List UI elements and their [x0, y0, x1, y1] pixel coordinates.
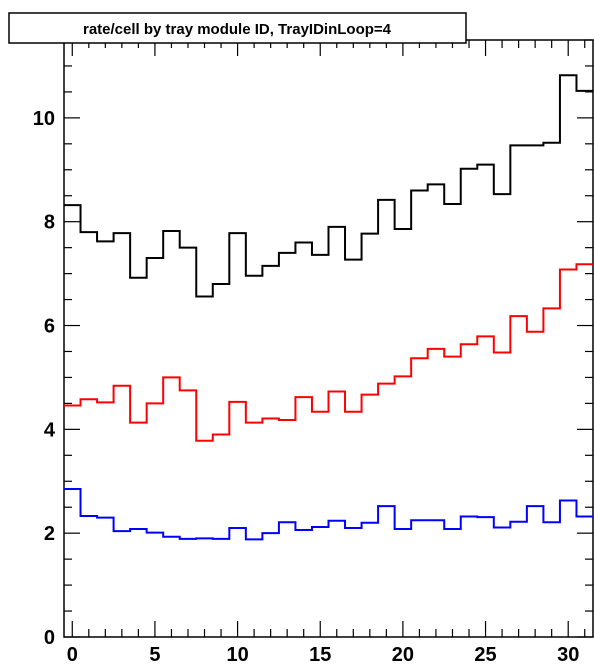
chart-title: rate/cell by tray module ID, TrayIDinLoo… — [83, 21, 392, 38]
series-line-1 — [64, 263, 593, 442]
x-tick-label: 15 — [309, 644, 331, 665]
x-tick-label: 25 — [474, 644, 496, 665]
y-tick-label: 2 — [44, 523, 55, 545]
y-tick-label: 8 — [44, 212, 55, 234]
y-tick-label: 10 — [33, 108, 55, 130]
frame-box — [63, 39, 594, 638]
series-line-0 — [64, 74, 593, 298]
y-tick-label: 6 — [44, 316, 55, 338]
x-tick-label: 5 — [149, 644, 160, 665]
x-tick-label: 10 — [226, 644, 248, 665]
y-tick-label: 4 — [44, 419, 56, 441]
x-tick-label: 0 — [67, 644, 78, 665]
series-layer — [64, 74, 593, 541]
tick-labels: 0 2 4 6 8 10 0 5 10 15 20 25 30 — [33, 108, 580, 665]
title-box: rate/cell by tray module ID, TrayIDinLoo… — [8, 12, 467, 44]
y-tick-label: 0 — [44, 627, 55, 649]
series-line-2 — [64, 488, 593, 541]
x-tick-label: 20 — [392, 644, 414, 665]
x-tick-label: 30 — [557, 644, 579, 665]
title-box-border — [8, 12, 467, 44]
axes-ticks — [64, 39, 593, 638]
